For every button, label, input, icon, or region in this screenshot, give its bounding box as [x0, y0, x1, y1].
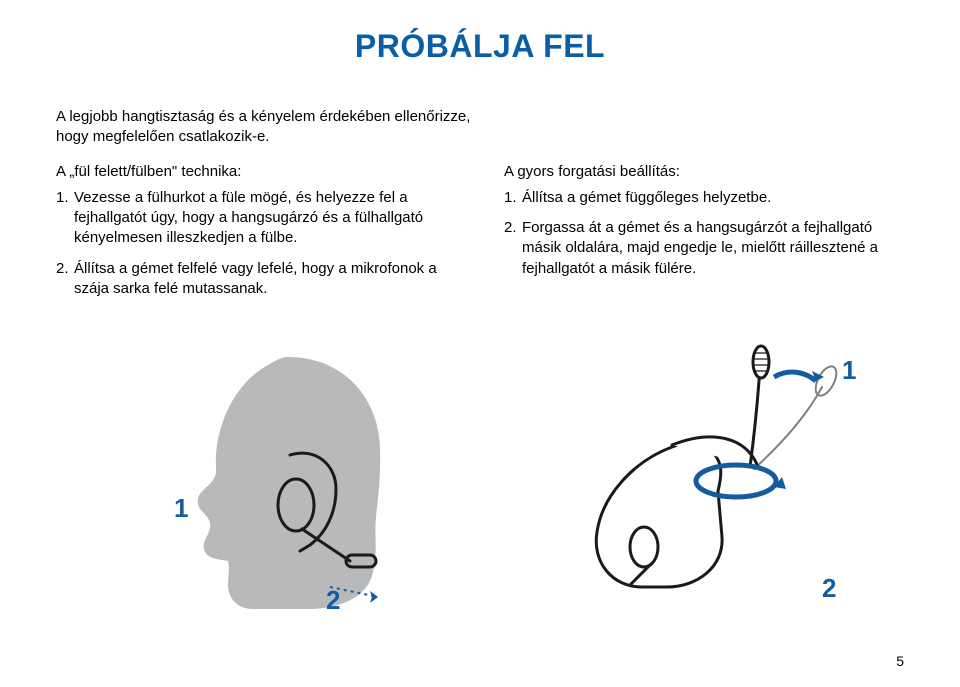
head-silhouette-illustration: 1 2: [78, 337, 438, 617]
list-item: 1. Vezesse a fülhurkot a füle mögé, és h…: [56, 188, 456, 249]
item-number: 2.: [504, 218, 522, 279]
boom-upright: [750, 346, 769, 467]
swing-arrow: [774, 372, 816, 381]
figure-label-2: 2: [326, 585, 340, 615]
item-text: Forgassa át a gémet és a hangsugárzót a …: [522, 218, 904, 279]
item-text: Állítsa a gémet függőleges helyzetbe.: [522, 188, 904, 208]
figure-row: 1 2: [56, 337, 904, 617]
right-heading: A gyors forgatási beállítás:: [504, 162, 904, 182]
item-number: 2.: [56, 259, 74, 300]
item-text: Állítsa a gémet felfelé vagy lefelé, hog…: [74, 259, 456, 300]
intro-text: A legjobb hangtisztaság és a kényelem ér…: [56, 107, 476, 148]
list-item: 2. Forgassa át a gémet és a hangsugárzót…: [504, 218, 904, 279]
arrow-head-icon: [370, 591, 378, 603]
list-item: 1. Állítsa a gémet függőleges helyzetbe.: [504, 188, 904, 208]
headset-rotate-illustration: 1 2: [522, 337, 882, 617]
left-heading: A „fül felett/fülben" technika:: [56, 162, 456, 182]
columns: A „fül felett/fülben" technika: 1. Vezes…: [56, 162, 904, 310]
page-title: PRÓBÁLJA FEL: [56, 28, 904, 65]
figure-label-2: 2: [822, 573, 836, 603]
boom-rotated-ghost: [754, 363, 841, 469]
page: PRÓBÁLJA FEL A legjobb hangtisztaság és …: [0, 0, 960, 687]
figure-label-1: 1: [174, 493, 188, 523]
head-shape: [198, 357, 380, 609]
right-column: A gyors forgatási beállítás: 1. Állítsa …: [504, 162, 904, 310]
earpiece-body: [596, 437, 758, 587]
item-number: 1.: [504, 188, 522, 208]
figure-left: 1 2: [56, 337, 460, 617]
left-column: A „fül felett/fülben" technika: 1. Vezes…: [56, 162, 456, 310]
item-text: Vezesse a fülhurkot a füle mögé, és hely…: [74, 188, 456, 249]
figure-right: 1 2: [500, 337, 904, 617]
page-number: 5: [896, 653, 904, 669]
list-item: 2. Állítsa a gémet felfelé vagy lefelé, …: [56, 259, 456, 300]
item-number: 1.: [56, 188, 74, 249]
figure-label-1: 1: [842, 355, 856, 385]
